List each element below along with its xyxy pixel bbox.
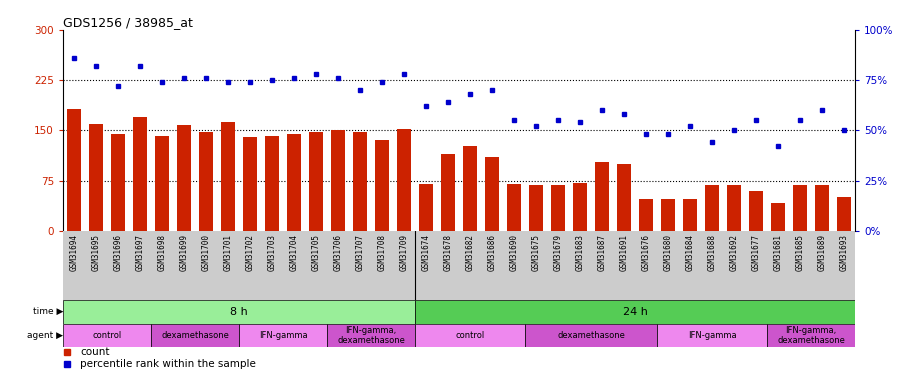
Bar — [375, 140, 389, 231]
Bar — [529, 185, 543, 231]
Text: GSM31677: GSM31677 — [752, 234, 760, 271]
Text: GSM31674: GSM31674 — [421, 234, 430, 271]
Text: control: control — [455, 331, 484, 340]
Text: GSM31687: GSM31687 — [598, 234, 607, 271]
Text: GSM31706: GSM31706 — [334, 234, 343, 271]
Bar — [749, 190, 763, 231]
Bar — [243, 137, 257, 231]
Text: IFN-gamma: IFN-gamma — [258, 331, 307, 340]
Bar — [525, 324, 657, 347]
Bar — [415, 324, 525, 347]
Text: GSM31691: GSM31691 — [619, 234, 628, 271]
Bar — [661, 199, 675, 231]
Bar — [397, 129, 411, 231]
Bar — [727, 185, 742, 231]
Bar — [485, 157, 500, 231]
Text: GSM31675: GSM31675 — [532, 234, 541, 271]
Text: GSM31704: GSM31704 — [290, 234, 299, 271]
Bar — [793, 185, 807, 231]
Bar — [265, 136, 279, 231]
Bar — [151, 324, 239, 347]
Bar — [441, 154, 455, 231]
Text: GSM31682: GSM31682 — [465, 234, 474, 271]
Text: GSM31702: GSM31702 — [246, 234, 255, 271]
Text: GSM31690: GSM31690 — [509, 234, 518, 271]
Bar — [89, 124, 104, 231]
Text: IFN-gamma: IFN-gamma — [688, 331, 736, 340]
Bar — [199, 132, 213, 231]
Bar — [67, 109, 81, 231]
Text: GDS1256 / 38985_at: GDS1256 / 38985_at — [63, 16, 193, 29]
Bar — [595, 162, 609, 231]
Text: IFN-gamma,
dexamethasone: IFN-gamma, dexamethasone — [338, 326, 405, 345]
Text: GSM31685: GSM31685 — [796, 234, 805, 271]
Bar — [507, 184, 521, 231]
Text: GSM31700: GSM31700 — [202, 234, 211, 271]
Text: GSM31678: GSM31678 — [444, 234, 453, 271]
Text: 8 h: 8 h — [230, 307, 248, 316]
Bar — [155, 136, 169, 231]
Text: 24 h: 24 h — [623, 307, 647, 316]
Text: percentile rank within the sample: percentile rank within the sample — [80, 360, 256, 369]
Text: agent ▶: agent ▶ — [27, 331, 63, 340]
Text: IFN-gamma,
dexamethasone: IFN-gamma, dexamethasone — [777, 326, 845, 345]
Bar — [705, 185, 719, 231]
Text: GSM31680: GSM31680 — [663, 234, 672, 271]
Text: GSM31692: GSM31692 — [730, 234, 739, 271]
Bar — [309, 132, 323, 231]
Text: control: control — [93, 331, 122, 340]
Text: GSM31689: GSM31689 — [817, 234, 826, 271]
Text: count: count — [80, 348, 110, 357]
Text: GSM31707: GSM31707 — [356, 234, 364, 271]
Text: GSM31708: GSM31708 — [377, 234, 386, 271]
Text: GSM31676: GSM31676 — [642, 234, 651, 271]
Bar — [639, 199, 653, 231]
Bar — [287, 134, 302, 231]
Text: GSM31697: GSM31697 — [136, 234, 145, 271]
Bar — [573, 183, 587, 231]
Text: GSM31686: GSM31686 — [488, 234, 497, 271]
Text: GSM31681: GSM31681 — [773, 234, 782, 271]
Bar — [239, 324, 327, 347]
Bar — [418, 184, 433, 231]
Bar — [133, 117, 147, 231]
Text: GSM31709: GSM31709 — [400, 234, 409, 271]
Text: GSM31684: GSM31684 — [686, 234, 695, 271]
Bar — [220, 122, 235, 231]
Text: dexamethasone: dexamethasone — [557, 331, 625, 340]
Text: GSM31703: GSM31703 — [267, 234, 276, 271]
Text: GSM31695: GSM31695 — [92, 234, 101, 271]
Bar — [551, 185, 565, 231]
Bar — [770, 202, 785, 231]
Bar — [176, 125, 191, 231]
Text: dexamethasone: dexamethasone — [161, 331, 229, 340]
Bar — [63, 300, 415, 324]
Text: GSM31705: GSM31705 — [311, 234, 320, 271]
Text: GSM31688: GSM31688 — [707, 234, 716, 271]
Bar — [683, 199, 698, 231]
Bar — [463, 146, 477, 231]
Text: GSM31683: GSM31683 — [575, 234, 584, 271]
Bar — [331, 130, 346, 231]
Text: GSM31679: GSM31679 — [554, 234, 562, 271]
Text: GSM31698: GSM31698 — [158, 234, 166, 271]
Bar — [837, 197, 851, 231]
Text: GSM31696: GSM31696 — [113, 234, 122, 271]
Bar — [327, 324, 415, 347]
Text: time ▶: time ▶ — [32, 307, 63, 316]
Bar — [415, 300, 855, 324]
Bar — [814, 185, 829, 231]
Text: GSM31693: GSM31693 — [840, 234, 849, 271]
Bar — [767, 324, 855, 347]
Text: GSM31701: GSM31701 — [223, 234, 232, 271]
Text: GSM31694: GSM31694 — [69, 234, 78, 271]
Bar — [353, 132, 367, 231]
Text: GSM31699: GSM31699 — [179, 234, 188, 271]
Bar — [657, 324, 767, 347]
Bar — [616, 164, 631, 231]
Bar — [63, 324, 151, 347]
Bar — [111, 134, 125, 231]
